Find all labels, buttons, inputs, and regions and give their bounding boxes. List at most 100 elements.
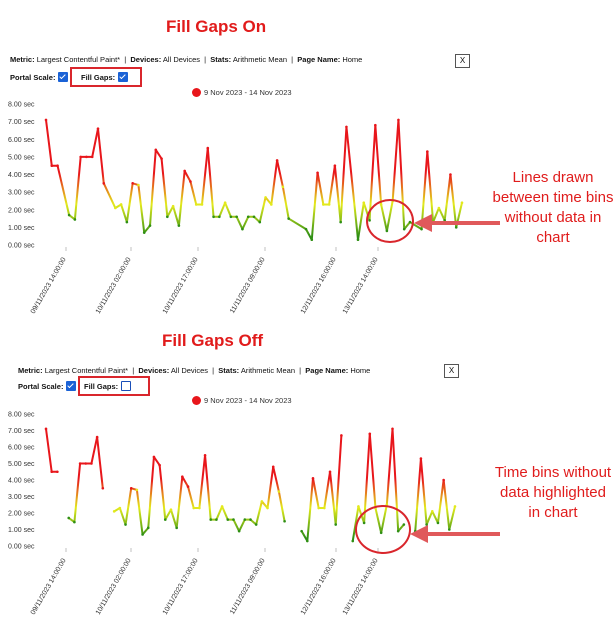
series-line-segment bbox=[334, 434, 343, 526]
series-line-segment bbox=[281, 185, 290, 220]
data-point bbox=[96, 127, 100, 130]
series-line-segment bbox=[403, 221, 411, 231]
data-point bbox=[249, 518, 252, 521]
data-point bbox=[141, 533, 144, 536]
fill-gaps-checkbox[interactable] bbox=[118, 72, 129, 82]
series-line-segment bbox=[419, 457, 428, 526]
series-line-segment bbox=[172, 205, 180, 227]
series-line-segment bbox=[224, 201, 232, 218]
series-line-segment bbox=[363, 432, 371, 524]
data-point bbox=[79, 155, 82, 159]
chart-legend[interactable]: 9 Nov 2023 - 14 Nov 2023 bbox=[192, 396, 292, 405]
series-line-segment bbox=[339, 125, 348, 224]
fill-gaps-label: Fill Gaps: bbox=[84, 381, 119, 391]
data-point bbox=[246, 215, 250, 219]
data-point bbox=[306, 539, 309, 543]
portal-scale-label: Portal Scale: bbox=[10, 72, 56, 82]
data-point bbox=[232, 518, 235, 521]
portal-scale-checkbox[interactable] bbox=[66, 381, 77, 391]
series-line-segment bbox=[306, 477, 314, 543]
data-point bbox=[426, 150, 429, 153]
data-point bbox=[260, 500, 264, 503]
portal-scale-checkbox[interactable] bbox=[58, 72, 69, 82]
chart-meta-bar: Metric: Largest Contentful Paint* | Devi… bbox=[18, 366, 371, 375]
data-point bbox=[119, 203, 123, 206]
lcp-line-chart-fill-gaps-on[interactable]: 0.00 sec 1.00 sec 2.00 sec 3.00 sec 4.00 sec… bbox=[0, 96, 470, 316]
data-point bbox=[333, 164, 337, 167]
data-point bbox=[430, 510, 434, 513]
data-point bbox=[152, 455, 156, 459]
series-line-segment bbox=[164, 508, 172, 521]
series-line-segment bbox=[300, 530, 309, 543]
data-point bbox=[194, 203, 198, 206]
x-tick-label: 11/11/2023 09:00:00 bbox=[229, 557, 267, 615]
data-point bbox=[131, 182, 134, 185]
data-point bbox=[310, 238, 314, 242]
series-line-segment bbox=[241, 215, 250, 231]
series-line-segment bbox=[333, 164, 342, 224]
series-line-segment bbox=[432, 206, 440, 224]
series-line-segment bbox=[385, 199, 394, 232]
series-line-segment bbox=[368, 432, 377, 510]
data-point bbox=[203, 453, 207, 457]
annotation-time-bins-highlighted: Time bins without data highlighted in ch… bbox=[494, 464, 612, 521]
x-tick-label: 10/11/2023 02:00:00 bbox=[95, 256, 133, 315]
data-point bbox=[396, 529, 400, 533]
data-point bbox=[322, 203, 325, 206]
fill-gaps-checkbox[interactable] bbox=[121, 381, 132, 391]
data-point bbox=[84, 462, 88, 465]
data-point bbox=[95, 435, 99, 439]
close-button[interactable]: X bbox=[455, 54, 470, 68]
series-line-segment bbox=[436, 479, 445, 524]
series-line-segment bbox=[431, 510, 439, 524]
data-point bbox=[223, 201, 227, 204]
series-line-segment bbox=[189, 180, 198, 206]
chart-legend[interactable]: 9 Nov 2023 - 14 Nov 2023 bbox=[192, 88, 292, 97]
y-tick-label: 3.00 sec bbox=[8, 494, 35, 501]
series-line-segment bbox=[181, 475, 190, 488]
data-point bbox=[453, 505, 457, 508]
data-point bbox=[460, 201, 464, 204]
data-point bbox=[215, 518, 218, 521]
series-line-segment bbox=[232, 518, 241, 533]
series-line-segment bbox=[391, 427, 400, 533]
data-point bbox=[385, 503, 389, 507]
series-line-segment bbox=[357, 201, 365, 241]
series-line-segment bbox=[204, 454, 212, 521]
data-point bbox=[154, 148, 158, 152]
y-tick-label: 7.00 sec bbox=[8, 119, 35, 126]
stats-value: Arithmetic Mean bbox=[240, 366, 295, 375]
series-line-segment bbox=[166, 205, 175, 218]
data-point bbox=[56, 470, 59, 474]
y-tick-label: 1.00 sec bbox=[8, 225, 35, 232]
data-point bbox=[334, 523, 338, 526]
data-point bbox=[67, 213, 71, 217]
data-point bbox=[254, 523, 258, 526]
series-line-segment bbox=[449, 173, 458, 229]
data-point bbox=[146, 526, 150, 530]
series-line-segment bbox=[198, 454, 207, 510]
series-line-segment bbox=[135, 488, 144, 536]
metric-value: Largest Contentful Paint* bbox=[36, 55, 121, 64]
data-point bbox=[275, 159, 279, 162]
y-tick-label: 6.00 sec bbox=[8, 445, 35, 452]
series-line-segment bbox=[316, 171, 325, 206]
stats-label: Stats: bbox=[218, 366, 240, 375]
data-point bbox=[379, 203, 383, 206]
series-line-segment bbox=[357, 505, 366, 524]
data-point bbox=[206, 146, 210, 150]
devices-value: All Devices bbox=[170, 366, 208, 375]
lcp-line-chart-fill-gaps-off[interactable]: 0.00 sec 1.00 sec 2.00 sec 3.00 sec 4.00 sec… bbox=[0, 406, 470, 616]
series-line-segment bbox=[149, 148, 157, 227]
data-point bbox=[112, 510, 116, 513]
data-point bbox=[454, 226, 458, 229]
close-button[interactable]: X bbox=[444, 364, 459, 378]
series-line-segment bbox=[124, 487, 133, 526]
data-point bbox=[56, 164, 59, 167]
devices-value: All Devices bbox=[162, 55, 200, 64]
data-point bbox=[258, 220, 262, 224]
data-point bbox=[437, 206, 441, 210]
portal-scale-control: Portal Scale: bbox=[10, 72, 69, 82]
data-point bbox=[362, 521, 366, 525]
data-point bbox=[402, 227, 406, 231]
